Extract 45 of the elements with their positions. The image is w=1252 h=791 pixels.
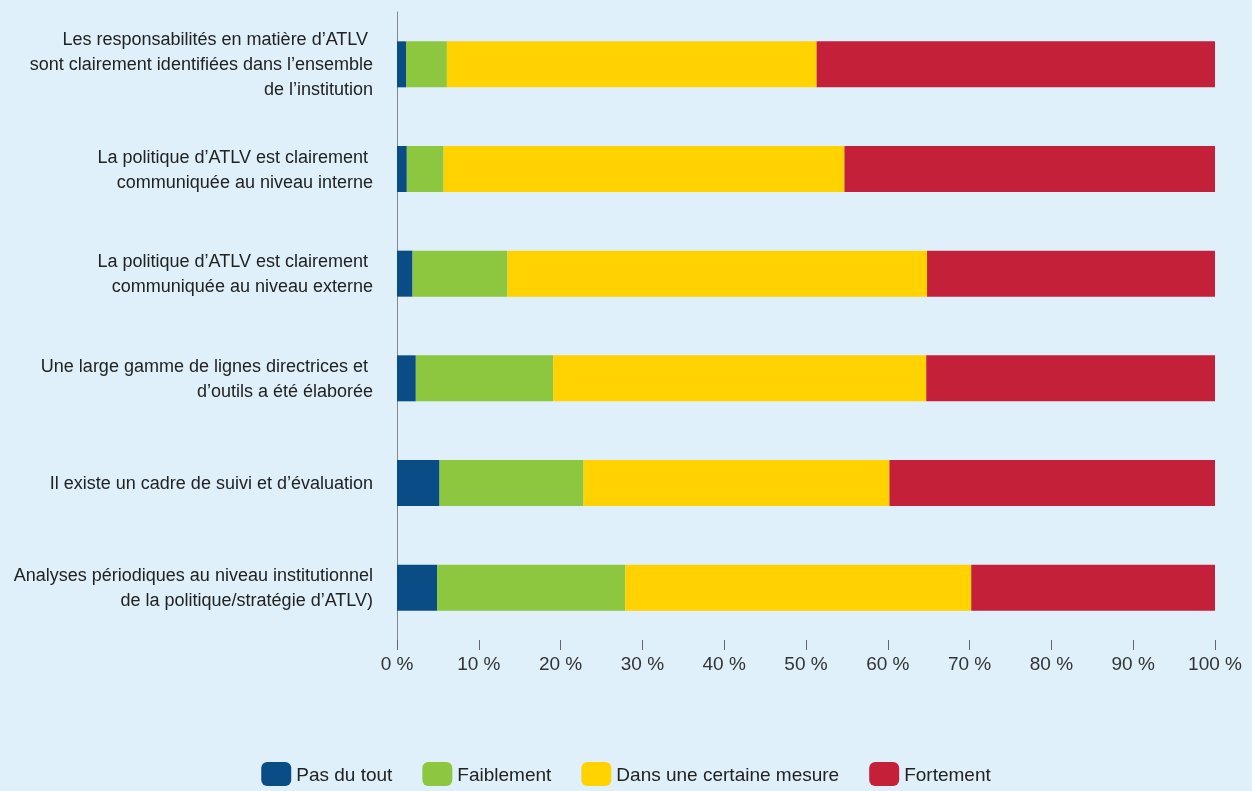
y-tick-label: Analyses périodiques au niveau institutionnel de la politique/stratégie d’ATLV) [13, 565, 373, 611]
y-tick-label: La politique d’ATLV est clairement communiquée au niveau externe [97, 251, 373, 297]
bar [553, 355, 927, 402]
legend-label: Pas du tout [296, 763, 394, 785]
x-tick-label: 80 % [1029, 653, 1074, 674]
bar [816, 41, 1215, 88]
bar [397, 41, 406, 88]
bar [406, 41, 447, 88]
bar [889, 460, 1215, 506]
bar [397, 146, 407, 192]
y-tick-label: Les responsabilités en matière d’ATLV sont clairement identifiées dans l’ensemble de l’institution [29, 29, 373, 100]
x-tick-label: 90 % [1111, 653, 1155, 674]
bar [625, 564, 972, 611]
bar [443, 146, 845, 192]
y-tick-label: Il existe un cadre de suivi et d’évaluation [49, 473, 373, 493]
bar [397, 460, 440, 506]
x-tick-label: 0 % [380, 653, 414, 674]
legend-label: Faiblement [457, 763, 553, 785]
legend-label: Dans une certaine mesure [616, 763, 840, 785]
bar [844, 146, 1215, 192]
bar [406, 146, 444, 192]
bar [437, 564, 626, 611]
legend-label: Fortement [904, 763, 992, 785]
bar [397, 355, 416, 402]
x-tick-label: 70 % [947, 653, 992, 674]
bar [415, 355, 554, 402]
x-tick-label: 40 % [702, 653, 746, 674]
x-tick-label: 20 % [538, 653, 583, 674]
x-tick-label: 100 % [1188, 653, 1243, 674]
bar [439, 460, 584, 506]
x-tick-label: 30 % [620, 653, 665, 674]
bar [926, 355, 1215, 402]
bar [971, 564, 1215, 611]
x-tick-label: 60 % [866, 653, 910, 674]
y-tick-label: Une large gamme de lignes directrices et d’outils a été élaborée [40, 355, 373, 401]
bar [583, 460, 890, 506]
bar [446, 41, 817, 88]
bar [397, 564, 438, 611]
bar [412, 250, 508, 297]
x-tick-label: 10 % [457, 653, 501, 674]
bar [507, 250, 928, 297]
y-tick-label: La politique d’ATLV est clairement communiquée au niveau interne [97, 146, 373, 192]
x-tick-label: 50 % [784, 653, 828, 674]
bar [927, 250, 1215, 297]
bar [397, 250, 413, 297]
